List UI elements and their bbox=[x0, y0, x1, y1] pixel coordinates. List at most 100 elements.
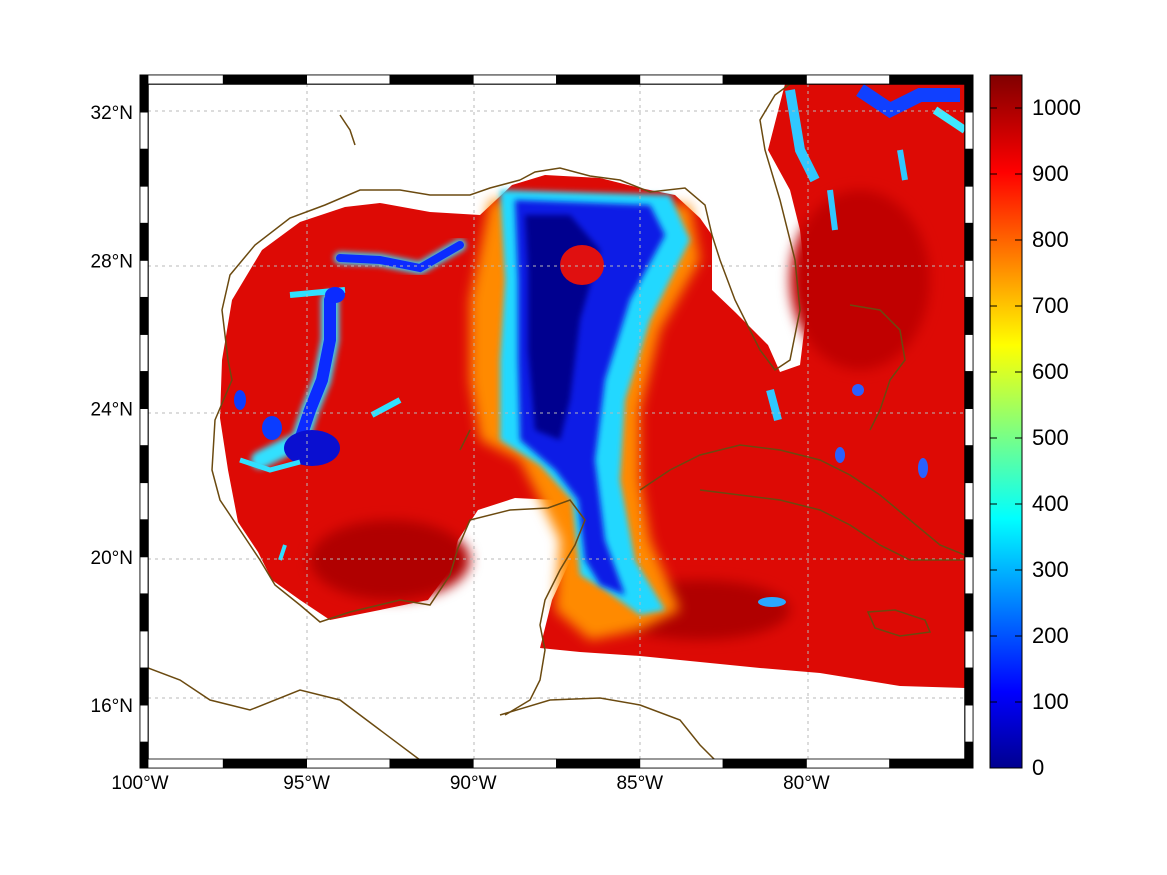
colorbar-tick-label: 300 bbox=[1032, 557, 1069, 582]
lon-label: 85°W bbox=[616, 773, 663, 794]
coastline-bahamas bbox=[849, 304, 906, 431]
loop-eddy bbox=[560, 245, 604, 285]
east-filament bbox=[932, 106, 965, 134]
frame-segment bbox=[139, 296, 149, 335]
east-eddy bbox=[918, 458, 928, 478]
frame-segment bbox=[139, 445, 149, 484]
coastlines bbox=[148, 84, 965, 760]
frame-segment bbox=[964, 445, 974, 484]
east-filament bbox=[827, 189, 838, 231]
colorbar-tick-label: 100 bbox=[1032, 689, 1069, 714]
colorbar-tick-label: 200 bbox=[1032, 623, 1069, 648]
eddy-filament bbox=[336, 241, 464, 273]
frame-segment bbox=[139, 334, 149, 372]
colorbar-tick-label: 800 bbox=[1032, 227, 1069, 252]
frame-segment bbox=[964, 482, 974, 521]
frame-segment bbox=[389, 758, 474, 769]
colorbar-ticks: 0 100 200 300 400 500 600 700 800 900 1000 bbox=[990, 95, 1081, 780]
frame-segment bbox=[556, 758, 641, 769]
deep-tone bbox=[310, 520, 470, 600]
frame-segment bbox=[964, 371, 974, 409]
colorbar-tick-label: 400 bbox=[1032, 491, 1069, 516]
frame-segment bbox=[139, 741, 149, 769]
colorbar-tick-label: 500 bbox=[1032, 425, 1069, 450]
frame-segment bbox=[139, 74, 224, 85]
eddy-core bbox=[325, 287, 345, 303]
coastline-gulf bbox=[211, 179, 586, 716]
frame-segment bbox=[139, 259, 149, 298]
east-filament bbox=[897, 149, 908, 181]
colorbar-tick-label: 0 bbox=[1032, 755, 1044, 780]
frame-segment bbox=[139, 111, 149, 150]
east-filament bbox=[856, 84, 960, 119]
map-plot-area bbox=[139, 74, 974, 769]
lat-label: 28°N bbox=[91, 251, 133, 272]
lat-label: 16°N bbox=[91, 696, 133, 717]
frame-segment bbox=[964, 74, 974, 113]
lon-label: 90°W bbox=[450, 773, 497, 794]
frame-segment bbox=[222, 758, 308, 769]
deep-tone bbox=[790, 190, 930, 370]
colorbar-tick-label: 1000 bbox=[1032, 95, 1081, 120]
eddy-core bbox=[262, 416, 282, 440]
heatmap-field bbox=[220, 84, 965, 688]
frame-segment bbox=[964, 148, 974, 187]
colorbar-gradient bbox=[989, 74, 1023, 769]
lat-label: 20°N bbox=[91, 548, 133, 569]
frame-segment bbox=[964, 259, 974, 298]
coastline-islet bbox=[339, 114, 356, 146]
frame-segment bbox=[139, 667, 149, 706]
frame-segment bbox=[806, 74, 891, 85]
frame-segment bbox=[139, 593, 149, 632]
colorbar-tick-label: 600 bbox=[1032, 359, 1069, 384]
frame-segment bbox=[964, 185, 974, 224]
lat-label: 24°N bbox=[91, 400, 133, 421]
lon-label: 95°W bbox=[283, 773, 330, 794]
coastline-central-america bbox=[148, 667, 421, 760]
frame-segment bbox=[139, 556, 149, 595]
frame-segment bbox=[139, 371, 149, 409]
frame-segment bbox=[389, 74, 474, 85]
frame-segment bbox=[964, 408, 974, 446]
east-filament bbox=[766, 388, 782, 422]
frame-segment bbox=[964, 296, 974, 335]
longitude-labels: 100°W 95°W 90°W 85°W 80°W bbox=[111, 773, 829, 794]
frame-segment bbox=[139, 408, 149, 446]
frame-segment bbox=[722, 758, 807, 769]
frame-segment bbox=[139, 519, 149, 558]
frame-segment bbox=[889, 74, 974, 85]
colorbar-tick-label: 700 bbox=[1032, 293, 1069, 318]
frame-segment bbox=[964, 593, 974, 632]
frame-segment bbox=[139, 148, 149, 187]
frame-segment bbox=[139, 482, 149, 521]
frame-segment bbox=[964, 630, 974, 669]
coastline-honduras bbox=[499, 697, 716, 760]
frame-segment bbox=[964, 334, 974, 372]
frame-segment bbox=[306, 758, 391, 769]
frame-segment bbox=[556, 74, 641, 85]
coastline-yucatan bbox=[459, 429, 471, 451]
frame-segment bbox=[964, 741, 974, 769]
frame-segment bbox=[139, 704, 149, 743]
coastline-cuba bbox=[639, 444, 965, 556]
coastline-north bbox=[519, 84, 801, 372]
colorbar: 0 100 200 300 400 500 600 700 800 900 1000 bbox=[989, 74, 1081, 780]
frame-segment bbox=[964, 111, 974, 150]
frame-segment bbox=[472, 758, 557, 769]
frame-segment bbox=[964, 519, 974, 558]
frame-segment bbox=[472, 74, 557, 85]
eddy-core bbox=[234, 390, 246, 410]
frame-segment bbox=[964, 556, 974, 595]
frame-segment bbox=[222, 74, 308, 85]
frame-segment bbox=[722, 74, 807, 85]
frame-segment bbox=[639, 74, 724, 85]
frame-segment bbox=[139, 185, 149, 224]
lon-label: 100°W bbox=[111, 773, 168, 794]
frame-segment bbox=[139, 630, 149, 669]
frame-segment bbox=[889, 758, 974, 769]
frame-segment bbox=[964, 667, 974, 706]
grid-lines bbox=[148, 84, 965, 760]
frame-segment bbox=[639, 758, 724, 769]
frame-segment bbox=[964, 704, 974, 743]
